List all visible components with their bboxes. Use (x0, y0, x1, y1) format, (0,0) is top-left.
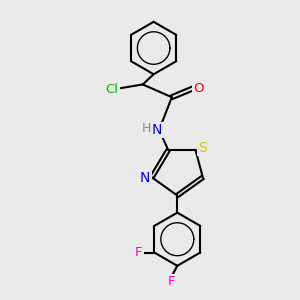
Text: N: N (140, 171, 151, 185)
Text: H: H (142, 122, 151, 135)
Text: S: S (198, 141, 206, 155)
Text: F: F (135, 246, 143, 259)
Text: F: F (167, 275, 175, 288)
Text: N: N (152, 123, 163, 137)
Text: O: O (193, 82, 204, 94)
Text: Cl: Cl (105, 83, 118, 96)
